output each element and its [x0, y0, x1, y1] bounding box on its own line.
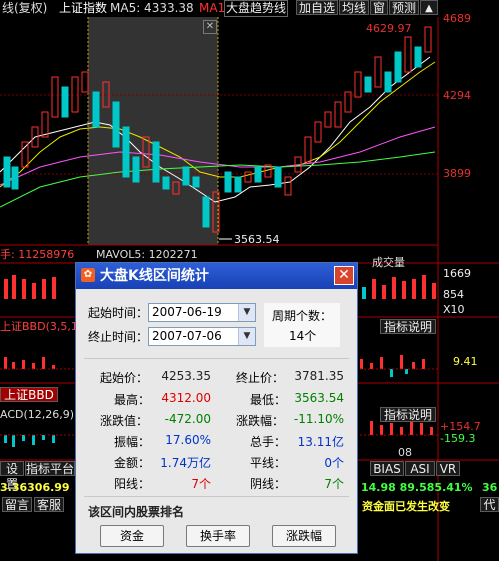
volume-total-value: 13.11亿 [297, 435, 344, 449]
amplitude-value: 17.60% [165, 433, 211, 447]
volume-label: 手: 11258976 [0, 248, 75, 261]
bbd-label: 上证BBD(3,5,10) [0, 320, 90, 333]
volume-tab[interactable]: 成交量 [372, 256, 405, 269]
vr-tab[interactable]: VR [436, 461, 460, 476]
flat-value: 0个 [324, 456, 344, 470]
amplitude-label: 振幅： [114, 435, 151, 449]
index-name: 上证指数 [59, 1, 108, 15]
date-label: 08 [398, 446, 412, 459]
service-link[interactable]: 客服 [34, 497, 64, 512]
news-ticker[interactable]: 资金面已发生改变 [362, 500, 450, 513]
trend-line-button[interactable]: 大盘趋势线 [224, 0, 289, 17]
down-candles-value: 7个 [324, 477, 344, 491]
flat-label: 平线： [250, 456, 287, 470]
close-icon[interactable]: ✕ [334, 266, 354, 285]
macd-explain-button[interactable]: 指标说明 [380, 407, 436, 422]
open-value: 4253.35 [161, 369, 211, 383]
window-button[interactable]: 窗 [370, 0, 388, 15]
overflow-tab[interactable]: 代 [480, 497, 499, 512]
macd-value-2: -159.3 [440, 432, 476, 445]
mavol-label: MAVOL5: 1202271 [96, 248, 198, 261]
axis-label-4294: 4294 [443, 89, 471, 102]
period-label: 周期个数： [272, 309, 333, 323]
message-link[interactable]: 留言 [2, 497, 32, 512]
start-time-label: 起始时间： [88, 306, 149, 320]
chevron-down-icon[interactable]: ▼ [238, 328, 255, 345]
high-label: 最高： [114, 393, 151, 407]
bias-tab[interactable]: BIAS [370, 461, 404, 476]
change-pct-label: 涨跌幅： [236, 414, 285, 428]
amount-value: 1.74万亿 [160, 456, 211, 470]
settings-tab[interactable]: 设置 [0, 461, 24, 491]
bottom-right-extra: 36 [482, 481, 498, 494]
close-value: 3781.35 [294, 369, 344, 383]
close-selection-icon[interactable]: ✕ [203, 20, 217, 34]
down-candles-label: 阴线： [250, 477, 287, 491]
macd-label: ACD(12,26,9) [0, 408, 75, 421]
ranking-title: 该区间内股票排名 [88, 505, 185, 519]
rank-turnover-button[interactable]: 换手率 [186, 525, 250, 547]
start-time-value: 2007-06-19 [152, 305, 222, 319]
start-time-select[interactable]: 2007-06-19 ▼ [148, 303, 256, 322]
range-stats-dialog: ✿ 大盘K线区间统计 ✕ 起始时间： 2007-06-19 ▼ 终止时间： 20… [75, 262, 358, 554]
divider [84, 358, 349, 359]
bbd-tab[interactable]: 上证BBD [0, 387, 58, 402]
high-value: 4312.00 [161, 391, 211, 405]
dialog-titlebar[interactable]: ✿ 大盘K线区间统计 ✕ [76, 263, 357, 289]
dialog-title: 大盘K线区间统计 [100, 268, 209, 284]
open-label: 起始价： [100, 371, 149, 385]
asi-tab[interactable]: ASI [405, 461, 435, 476]
volume-total-label: 总手： [250, 435, 287, 449]
rank-fund-button[interactable]: 资金 [100, 525, 164, 547]
vol-axis-1669: 1669 [443, 267, 471, 280]
vol-axis-854: 854 [443, 288, 464, 301]
low-value: 3563.54 [294, 391, 344, 405]
chevron-down-icon[interactable]: ▼ [238, 304, 255, 321]
selection-band [88, 17, 218, 245]
rank-change-button[interactable]: 涨跌幅 [272, 525, 336, 547]
app-logo-icon: ✿ [81, 268, 95, 282]
stock-label: 线(复权) [2, 1, 48, 15]
macd-value-1: +154.7 [440, 420, 481, 433]
period-box: 周期个数： 14个 [264, 303, 340, 347]
low-label: 最低： [250, 393, 287, 407]
period-value: 14个 [289, 329, 317, 343]
ma-button[interactable]: 均线 [339, 0, 369, 15]
add-favorite-button[interactable]: 加自选 [296, 0, 338, 15]
axis-label-4689: 4689 [443, 12, 471, 25]
ma1-label: MA1 [199, 1, 226, 15]
bottom-right-number: 14.98 89.585.41% [361, 481, 473, 494]
change-pct-value: -11.10% [293, 412, 344, 426]
price-low-label: 3563.54 [234, 233, 280, 246]
close-label: 终止价： [236, 371, 285, 385]
up-candles-label: 阳线： [114, 477, 151, 491]
up-candles-value: 7个 [191, 477, 211, 491]
ma5-label: MA5: 4333.38 [110, 1, 194, 15]
price-high-label: 4629.97 [366, 22, 412, 35]
indicator-platform-tab[interactable]: 指标平台 [25, 461, 75, 476]
forecast-button[interactable]: 预测 [389, 0, 419, 15]
change-value: -472.00 [164, 412, 211, 426]
end-time-label: 终止时间： [88, 330, 149, 344]
chart-header: 线(复权) 上证指数 MA5: 4333.38 MA1 大盘趋势线 加自选 均线… [0, 0, 499, 17]
end-time-value: 2007-07-06 [152, 329, 222, 343]
axis-label-3899: 3899 [443, 167, 471, 180]
vol-axis-x10: X10 [443, 303, 465, 316]
amount-label: 金额： [114, 456, 151, 470]
bbd-value: 9.41 [453, 355, 478, 368]
menu-triangle-icon[interactable]: ▲ [420, 0, 438, 15]
bottom-left-number: 3.36306.99 [0, 481, 70, 494]
change-label: 涨跌值： [100, 414, 149, 428]
bbd-explain-button[interactable]: 指标说明 [380, 319, 436, 334]
end-time-select[interactable]: 2007-07-06 ▼ [148, 327, 256, 346]
divider [84, 496, 349, 497]
